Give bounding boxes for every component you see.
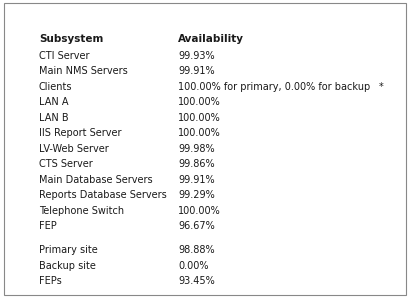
Text: 99.98%: 99.98% bbox=[178, 144, 214, 153]
Text: *: * bbox=[378, 82, 383, 91]
Text: Reports Database Servers: Reports Database Servers bbox=[39, 190, 166, 200]
Text: Clients: Clients bbox=[39, 82, 72, 91]
Text: FEP: FEP bbox=[39, 221, 56, 231]
Text: Subsystem: Subsystem bbox=[39, 34, 103, 44]
Text: IIS Report Server: IIS Report Server bbox=[39, 128, 121, 138]
Text: FEPs: FEPs bbox=[39, 276, 61, 286]
Text: 99.29%: 99.29% bbox=[178, 190, 215, 200]
Text: 100.00%: 100.00% bbox=[178, 128, 220, 138]
Text: 100.00%: 100.00% bbox=[178, 206, 220, 215]
Text: 100.00%: 100.00% bbox=[178, 113, 220, 122]
Text: CTS Server: CTS Server bbox=[39, 159, 92, 169]
FancyBboxPatch shape bbox=[4, 3, 405, 295]
Text: Availability: Availability bbox=[178, 34, 244, 44]
Text: Telephone Switch: Telephone Switch bbox=[39, 206, 124, 215]
Text: 100.00% for primary, 0.00% for backup: 100.00% for primary, 0.00% for backup bbox=[178, 82, 370, 91]
Text: 100.00%: 100.00% bbox=[178, 97, 220, 107]
Text: Primary site: Primary site bbox=[39, 245, 97, 255]
Text: Main Database Servers: Main Database Servers bbox=[39, 175, 152, 184]
Text: LAN A: LAN A bbox=[39, 97, 68, 107]
Text: 99.91%: 99.91% bbox=[178, 66, 214, 76]
Text: 99.93%: 99.93% bbox=[178, 51, 214, 60]
Text: Backup site: Backup site bbox=[39, 260, 96, 271]
Text: Main NMS Servers: Main NMS Servers bbox=[39, 66, 127, 76]
Text: 96.67%: 96.67% bbox=[178, 221, 215, 231]
Text: LAN B: LAN B bbox=[39, 113, 68, 122]
Text: 99.86%: 99.86% bbox=[178, 159, 214, 169]
Text: 98.88%: 98.88% bbox=[178, 245, 214, 255]
Text: 99.91%: 99.91% bbox=[178, 175, 214, 184]
Text: CTI Server: CTI Server bbox=[39, 51, 89, 60]
Text: 0.00%: 0.00% bbox=[178, 260, 208, 271]
Text: LV-Web Server: LV-Web Server bbox=[39, 144, 108, 153]
Text: 93.45%: 93.45% bbox=[178, 276, 215, 286]
